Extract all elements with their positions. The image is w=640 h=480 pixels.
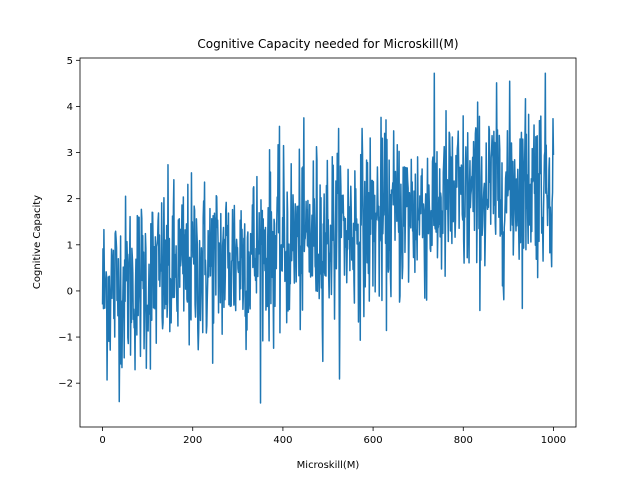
y-axis: −2 −1 0 1 2 3 4 5 [58, 56, 80, 390]
x-axis: 0 200 400 600 800 1000 [99, 427, 566, 446]
y-tick-label: −2 [58, 379, 73, 390]
y-tick-label: 5 [67, 56, 73, 67]
y-tick-label: 2 [67, 194, 73, 205]
plot-area [101, 72, 555, 404]
x-tick-label: 400 [273, 435, 292, 446]
axes-frame [79, 57, 577, 428]
x-tick-label: 200 [183, 435, 202, 446]
y-tick-label: 4 [67, 102, 73, 113]
x-tick-label: 600 [364, 435, 383, 446]
y-tick-label: 0 [67, 286, 73, 297]
y-tick-label: −1 [58, 333, 73, 344]
y-axis-label: Cognitive Capacity [32, 195, 43, 289]
series-line [101, 72, 555, 404]
x-axis-label: Microskill(M) [297, 460, 360, 471]
x-tick-label: 0 [99, 435, 105, 446]
y-tick-label: 3 [67, 148, 73, 159]
x-tick-label: 1000 [541, 435, 566, 446]
chart-title: Cognitive Capacity needed for Microskill… [197, 37, 458, 51]
x-tick-label: 800 [454, 435, 473, 446]
y-tick-label: 1 [67, 240, 73, 251]
